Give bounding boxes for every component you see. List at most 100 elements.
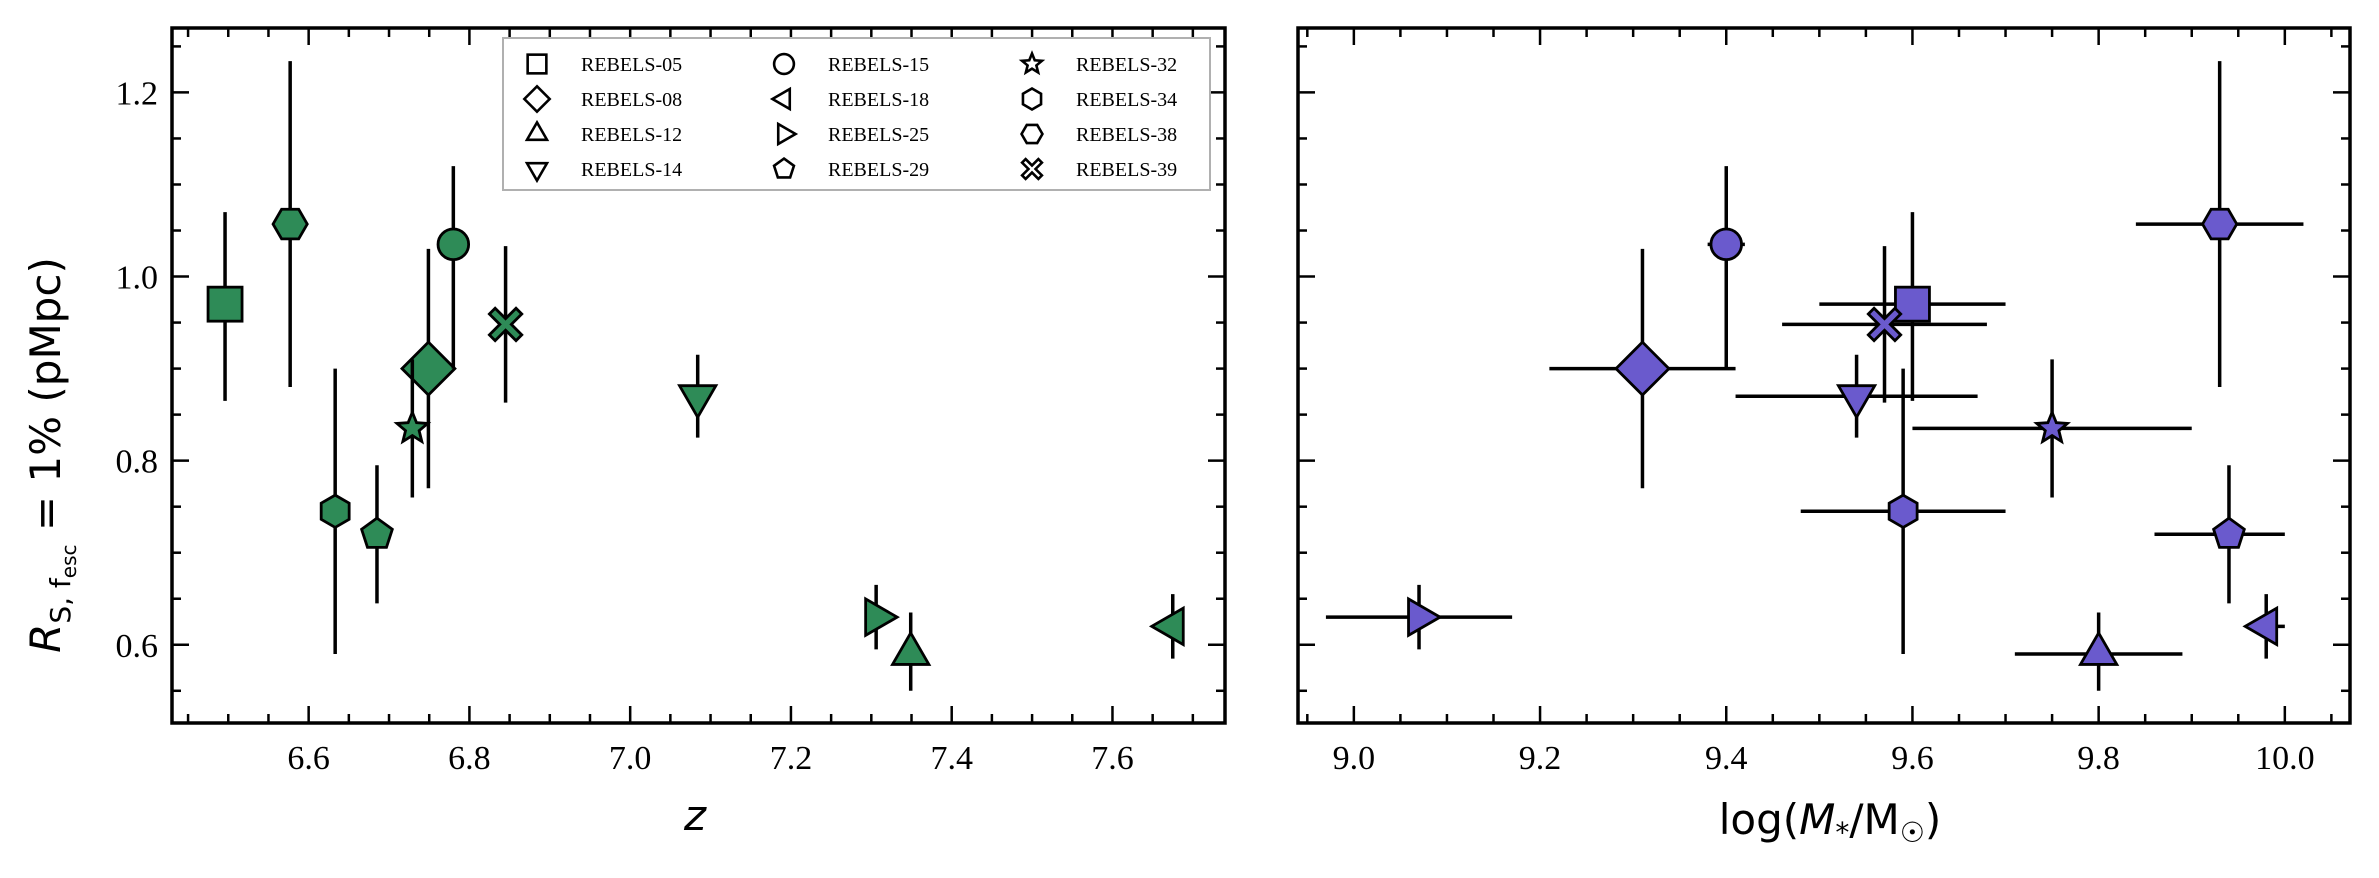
data-point-rebels-32 xyxy=(1912,359,2192,498)
x-tick-label: 7.4 xyxy=(930,740,973,777)
legend-marker-circle xyxy=(772,52,796,76)
legend-marker-triangle-up xyxy=(524,119,550,142)
data-point-rebels-29 xyxy=(359,465,394,604)
marker-pentagon xyxy=(359,516,394,549)
data-point-rebels-14 xyxy=(677,354,719,438)
legend-label: REBELS-14 xyxy=(581,159,682,181)
legend-label: REBELS-05 xyxy=(581,54,682,76)
marker-x xyxy=(1866,306,1903,343)
data-point-rebels-38 xyxy=(271,61,309,388)
marker-triangle-right xyxy=(1407,596,1443,638)
marker-star xyxy=(2033,408,2071,445)
marker-triangle-left xyxy=(1148,605,1185,647)
data-point-rebels-34 xyxy=(319,368,351,654)
legend-box xyxy=(502,37,1211,191)
data-point-rebels-32 xyxy=(393,359,432,498)
y-tick-label: 0.8 xyxy=(116,444,159,481)
data-point-rebels-38 xyxy=(2135,61,2304,388)
legend-entry-rebels-12: REBELS-12 xyxy=(524,119,682,146)
marker-pentagon xyxy=(2211,516,2246,549)
marker-triangle-down xyxy=(677,384,719,421)
y-axis-label: RS, fesc = 1% (pMpc) xyxy=(21,257,81,653)
legend-entry-rebels-18: REBELS-18 xyxy=(769,86,929,112)
x-tick-label: 9.4 xyxy=(1705,740,1748,777)
data-point-rebels-08 xyxy=(1549,248,1736,489)
y-tick-label: 1.0 xyxy=(116,260,159,297)
legend-label: REBELS-08 xyxy=(581,89,682,111)
legend-marker-triangle-left xyxy=(769,86,792,112)
plot-frame xyxy=(1296,26,2352,725)
marker-hexagon2 xyxy=(2200,207,2239,241)
legend-label: REBELS-12 xyxy=(581,124,682,146)
x-axis-label-right: log(M*/M☉) xyxy=(1719,795,1942,849)
marker-triangle-up xyxy=(2078,630,2120,666)
marker-triangle-left xyxy=(2242,605,2279,647)
marker-triangle-up xyxy=(890,630,932,666)
x-tick-label: 6.6 xyxy=(287,740,330,777)
marker-diamond xyxy=(399,340,457,398)
marker-square xyxy=(206,285,244,323)
legend-label: REBELS-34 xyxy=(1076,89,1177,111)
right-panel: 9.0 9.2 9.4 9.6 9.8 10.0 xyxy=(1296,26,2352,777)
x-tick-label: 7.0 xyxy=(609,740,652,777)
data-point-rebels-39 xyxy=(487,246,524,403)
legend-label: REBELS-18 xyxy=(828,89,929,111)
x-tick-label: 7.2 xyxy=(770,740,813,777)
x-tick-label: 6.8 xyxy=(448,740,491,777)
legend-entry-rebels-38: REBELS-38 xyxy=(1020,123,1177,146)
data-point-rebels-14 xyxy=(1735,354,1978,438)
marker-star xyxy=(393,408,432,445)
legend-entry-rebels-08: REBELS-08 xyxy=(522,84,682,114)
legend-marker-pentagon xyxy=(772,156,796,179)
plot-frame xyxy=(170,26,1227,725)
data-point-rebels-05 xyxy=(206,212,244,401)
x-axis-label-left: z xyxy=(683,791,707,840)
legend-marker-triangle-right xyxy=(776,121,799,147)
data-point-rebels-18 xyxy=(2242,594,2285,659)
data-point-rebels-05 xyxy=(1819,212,2006,401)
legend-label: REBELS-29 xyxy=(828,159,929,181)
data-point-rebels-29 xyxy=(2154,465,2285,604)
marker-hexagon2 xyxy=(271,207,309,241)
legend-entry-rebels-05: REBELS-05 xyxy=(526,53,682,76)
legend-marker-square xyxy=(526,53,548,75)
legend-label: REBELS-32 xyxy=(1076,54,1177,76)
x-tick-label: 10.0 xyxy=(2255,740,2315,777)
x-tick-label: 9.0 xyxy=(1333,740,1376,777)
data-point-rebels-34 xyxy=(1800,368,2006,654)
legend-marker-star xyxy=(1018,50,1046,76)
legend-marker-diamond xyxy=(522,84,552,114)
marker-triangle-right xyxy=(864,596,900,638)
x-tick-label: 9.8 xyxy=(2077,740,2120,777)
legend-marker-x xyxy=(1020,157,1044,181)
data-point-rebels-08 xyxy=(399,248,457,489)
y-tick-label: 1.2 xyxy=(116,75,159,112)
legend-entry-rebels-32: REBELS-32 xyxy=(1018,50,1177,76)
data-point-rebels-12 xyxy=(890,612,932,691)
legend-label: REBELS-25 xyxy=(828,124,929,146)
legend-marker-hexagon2 xyxy=(1020,123,1044,145)
data-point-rebels-12 xyxy=(2014,612,2183,691)
x-tick-label: 7.6 xyxy=(1091,740,1134,777)
legend-marker-hexagon xyxy=(1021,87,1043,111)
marker-triangle-down xyxy=(1835,384,1878,421)
legend-entry-rebels-39: REBELS-39 xyxy=(1020,157,1177,181)
marker-circle xyxy=(436,227,471,262)
data-point-rebels-25 xyxy=(864,584,900,650)
legend-entry-rebels-34: REBELS-34 xyxy=(1021,87,1177,111)
legend-entry-rebels-29: REBELS-29 xyxy=(772,156,929,181)
legend-entry-rebels-15: REBELS-15 xyxy=(772,52,929,76)
data-point-rebels-39 xyxy=(1782,246,1987,403)
x-tick-label: 9.6 xyxy=(1891,740,1934,777)
legend-label: REBELS-39 xyxy=(1076,159,1177,181)
data-point-rebels-18 xyxy=(1148,594,1185,659)
legend-entry-rebels-25: REBELS-25 xyxy=(776,121,929,147)
legend: REBELS-05 REBELS-08 REBELS-12 REBELS-14 REBE… xyxy=(502,37,1211,191)
marker-diamond xyxy=(1614,340,1671,398)
legend-marker-triangle-down xyxy=(524,161,550,184)
marker-hexagon xyxy=(1887,493,1919,530)
data-point-rebels-15 xyxy=(436,166,471,369)
data-point-rebels-15 xyxy=(1707,166,1745,369)
legend-label: REBELS-15 xyxy=(828,54,929,76)
